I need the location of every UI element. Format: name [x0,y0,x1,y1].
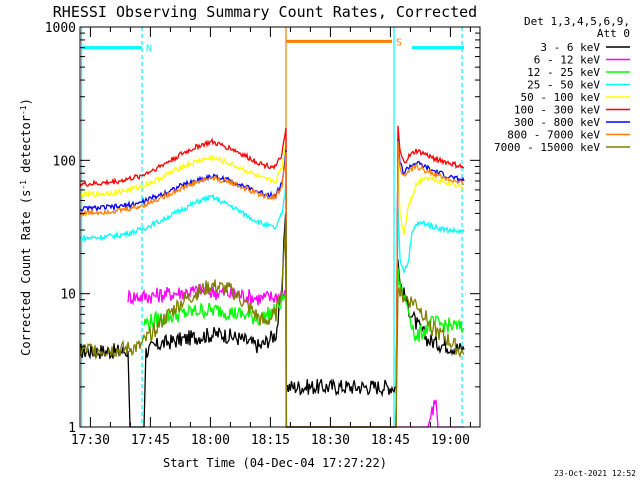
legend-label-5: 100 - 300 keV [514,104,600,117]
legend-header: Det 1,3,4,5,6,9, Att 0 [524,15,630,40]
date-stamp: 23-Oct-2021 12:52 [554,469,636,478]
legend-label-6: 300 - 800 keV [514,116,600,129]
x-tick-label-2: 18:00 [191,433,230,448]
series-line-0 [79,213,465,428]
legend-label-3: 25 - 50 keV [527,79,600,92]
legend-label-7: 800 - 7000 keV [507,129,600,142]
y-tick-label-2: 100 [53,154,76,169]
y-tick-label-0: 1 [68,421,76,436]
legend-header-line-1: Det 1,3,4,5,6,9, [524,15,630,28]
flag-label-0: N [146,44,152,55]
plot-area: NS [79,27,465,428]
y-axis-label: Corrected Count Rate (s-1 detector-1) [19,98,34,356]
y-axis-label-sup-2: -1 [19,105,28,115]
x-tick-label-4: 18:30 [311,433,350,448]
series-line-4 [79,136,465,428]
series-line-2 [143,267,465,428]
axes: 1 10 100 1000 17:30 17:45 18:00 18:15 18:30 18:45… [45,21,481,448]
x-axis-label: Start Time (04-Dec-04 17:27:22) [163,456,387,470]
y-axis-label-mid: detector [19,115,33,180]
legend-label-4: 50 - 100 keV [521,91,601,104]
legend-label-2: 12 - 25 keV [527,66,600,79]
y-axis-label-sup-1: -1 [19,180,28,190]
series-line-6 [79,139,465,428]
x-tick-label-3: 18:15 [251,433,290,448]
flag-label-2: S [396,37,402,48]
series-line-7 [79,140,464,428]
x-tick-label-5: 18:45 [371,433,410,448]
plot-frame [79,26,481,428]
legend-label-8: 7000 - 15000 keV [494,141,600,154]
x-tick-label-0: 17:30 [71,433,110,448]
legend-label-0: 3 - 6 keV [540,41,600,54]
y-axis-label-end: ) [19,98,33,105]
series-line-8 [79,221,465,428]
legend-label-1: 6 - 12 keV [534,54,601,67]
y-tick-label-3: 1000 [45,21,76,36]
legend-header-line-2: Att 0 [597,27,630,40]
y-tick-label-1: 10 [60,288,76,303]
series-line-5 [79,125,465,428]
series-line-3 [79,180,465,428]
y-axis-label-main: Corrected Count Rate (s [19,190,33,356]
chart-title: RHESSI Observing Summary Count Rates, Co… [53,3,477,21]
x-tick-label-1: 17:45 [131,433,170,448]
x-tick-label-6: 19:00 [431,433,470,448]
